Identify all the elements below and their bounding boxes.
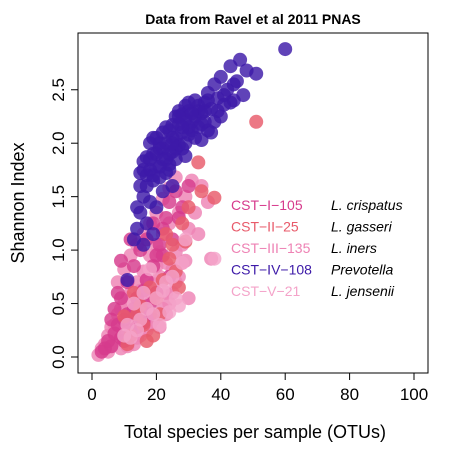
point-prevotella-73 xyxy=(204,125,219,140)
legend-label-l-gasseri: CST−II−25 xyxy=(231,219,299,235)
point-l-gasseri-24 xyxy=(139,334,154,348)
legend-label-l-jensenii: CST−V−21 xyxy=(231,283,300,299)
point-l-gasseri-0 xyxy=(191,155,206,170)
point-l-crispatus-21 xyxy=(162,195,177,209)
point-prevotella-88 xyxy=(184,106,199,121)
point-prevotella-104 xyxy=(165,136,180,151)
legend-label-prevotella: CST−IV−108 xyxy=(231,262,312,278)
point-prevotella-82 xyxy=(146,130,161,145)
point-l-jensenii-0 xyxy=(207,251,222,266)
point-prevotella-98 xyxy=(171,109,186,124)
point-prevotella-103 xyxy=(136,162,151,177)
point-l-crispatus-18 xyxy=(152,237,167,252)
point-prevotella-97 xyxy=(181,95,196,110)
point-prevotella-60 xyxy=(130,221,145,236)
point-prevotella-57 xyxy=(149,200,164,215)
point-l-crispatus-20 xyxy=(159,211,174,225)
point-prevotella-0 xyxy=(278,42,293,57)
point-l-jensenii-9 xyxy=(133,312,148,327)
point-prevotella-4 xyxy=(249,66,264,81)
point-prevotella-85 xyxy=(200,93,215,108)
y-tick-label-3: 1.5 xyxy=(49,185,68,209)
x-tick-label-0: 0 xyxy=(87,385,96,404)
point-l-jensenii-18 xyxy=(162,305,177,320)
point-prevotella-106 xyxy=(133,179,148,193)
point-prevotella-93 xyxy=(143,152,157,167)
x-tick-label-4: 80 xyxy=(340,385,359,404)
legend-label-l-iners: CST−III−135 xyxy=(231,240,311,256)
x-tick-label-5: 100 xyxy=(400,385,428,404)
point-prevotella-54 xyxy=(155,184,170,199)
point-l-gasseri-19 xyxy=(126,285,141,300)
legend-species-prevotella: Prevotella xyxy=(331,262,393,278)
legend-species-l-gasseri: L. gasseri xyxy=(331,219,393,235)
point-l-gasseri-20 xyxy=(171,280,186,295)
legend-species-l-crispatus: L. crispatus xyxy=(331,197,403,213)
point-l-jensenii-20 xyxy=(117,328,132,343)
point-l-gasseri-13 xyxy=(165,237,180,252)
point-prevotella-75 xyxy=(210,104,225,119)
point-l-jensenii-11 xyxy=(149,291,164,306)
point-prevotella-63 xyxy=(136,237,151,252)
point-l-jensenii-14 xyxy=(175,255,190,270)
point-l-crispatus-44 xyxy=(110,285,125,300)
point-l-crispatus-43 xyxy=(104,312,119,327)
legend: CST−I−105 L. crispatus CST−II−25 L. gasseri… xyxy=(231,197,403,299)
point-prevotella-2 xyxy=(223,59,238,74)
point-l-jensenii-17 xyxy=(152,317,167,332)
point-prevotella-77 xyxy=(159,120,174,135)
legend-species-l-iners: L. iners xyxy=(331,240,377,256)
y-axis-label: Shannon Index xyxy=(8,142,28,263)
x-tick-label-1: 20 xyxy=(147,385,166,404)
y-axis: 0.0 0.5 1.0 1.5 2.0 2.5 xyxy=(49,78,79,369)
point-l-jensenii-13 xyxy=(165,269,180,284)
point-prevotella-64 xyxy=(120,273,135,287)
legend-label-l-crispatus: CST−I−105 xyxy=(231,197,303,213)
point-l-jensenii-15 xyxy=(126,296,141,311)
y-tick-label-0: 0.0 xyxy=(49,345,68,369)
point-l-jensenii-1 xyxy=(143,262,157,277)
point-l-crispatus-28 xyxy=(126,259,141,274)
x-axis-label: Total species per sample (OTUs) xyxy=(124,422,386,442)
point-l-gasseri-15 xyxy=(181,200,196,215)
point-l-gasseri-21 xyxy=(159,227,174,242)
point-l-crispatus-3 xyxy=(104,339,119,354)
point-prevotella-84 xyxy=(197,104,212,119)
x-tick-label-2: 40 xyxy=(211,385,230,404)
point-l-jensenii-16 xyxy=(136,285,151,300)
point-l-gasseri-2 xyxy=(207,190,222,205)
point-prevotella-105 xyxy=(178,136,193,151)
y-tick-label-4: 2.0 xyxy=(49,131,68,155)
point-prevotella-89 xyxy=(194,117,209,131)
point-prevotella-86 xyxy=(217,88,231,103)
point-l-gasseri-3 xyxy=(249,114,264,129)
y-tick-label-1: 0.5 xyxy=(49,292,68,316)
point-l-gasseri-14 xyxy=(175,216,190,231)
point-l-iners-58 xyxy=(181,291,196,306)
y-tick-label-2: 1.0 xyxy=(49,238,68,262)
point-l-jensenii-6 xyxy=(168,291,183,306)
point-l-iners-31 xyxy=(191,227,206,242)
point-l-gasseri-1 xyxy=(194,184,209,199)
point-l-jensenii-19 xyxy=(120,317,135,332)
point-prevotella-107 xyxy=(130,200,145,215)
point-l-jensenii-4 xyxy=(178,232,193,247)
point-l-crispatus-24 xyxy=(181,179,196,193)
point-prevotella-90 xyxy=(175,120,190,135)
point-l-crispatus-42 xyxy=(114,253,128,268)
y-tick-label-5: 2.5 xyxy=(49,78,68,102)
legend-species-l-jensenii: L. jensenii xyxy=(331,283,395,299)
point-prevotella-61 xyxy=(146,227,161,242)
point-prevotella-87 xyxy=(226,77,241,92)
point-l-jensenii-10 xyxy=(139,301,154,316)
point-l-gasseri-4 xyxy=(162,251,177,266)
x-axis: 0 20 40 60 80 100 xyxy=(87,372,428,404)
point-l-crispatus-25 xyxy=(107,301,122,316)
data-points xyxy=(91,42,293,362)
chart-title: Data from Ravel et al 2011 PNAS xyxy=(145,11,361,27)
x-tick-label-3: 60 xyxy=(276,385,295,404)
